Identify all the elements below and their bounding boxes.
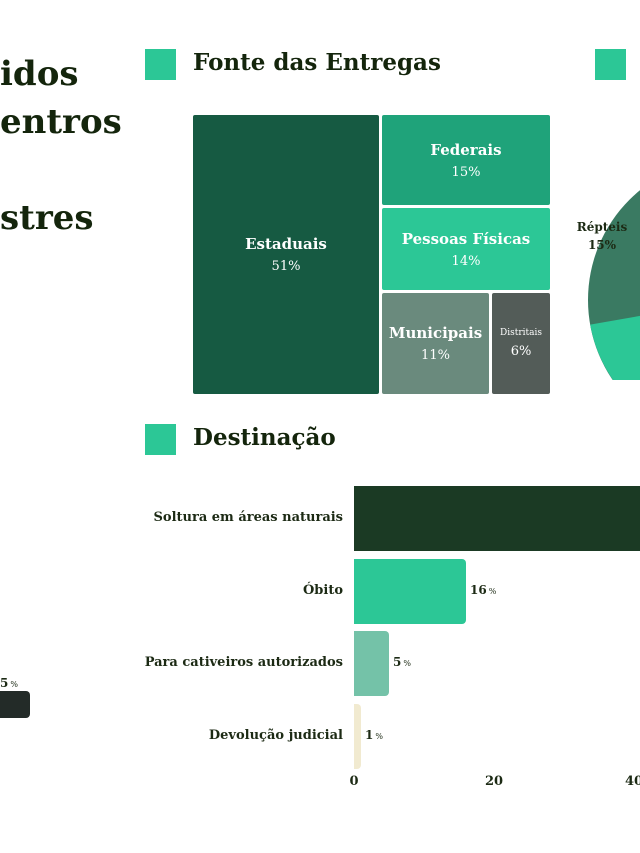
treemap-cell: Pessoas Físicas 14% <box>382 208 550 290</box>
page-title-line-4: stres <box>0 198 94 238</box>
bar-category-label: Para cativeiros autorizados <box>144 654 343 670</box>
x-tick-label: 0 <box>349 774 359 789</box>
page-title-line-2: entros <box>0 102 122 142</box>
treemap-label: Estaduais <box>245 235 327 253</box>
left-chart-value: 5% <box>0 676 18 690</box>
pie-value: 15% <box>587 238 617 252</box>
treemap-label: Federais <box>430 140 502 159</box>
treemap-cell: Federais 15% <box>382 115 550 205</box>
x-tick-label: 20 <box>484 774 504 789</box>
section-title-fonte: Fonte das Entregas <box>193 49 441 76</box>
section-title-destinacao: Destinação <box>193 424 336 451</box>
section-marker <box>145 424 176 455</box>
bar <box>354 704 361 769</box>
bar-category-label: Óbito <box>302 582 343 598</box>
bar <box>354 559 466 624</box>
treemap-value: 15% <box>451 164 481 180</box>
x-tick-label: 40 <box>624 774 640 789</box>
treemap-value: 14% <box>451 253 481 269</box>
bar <box>354 631 389 696</box>
pie-label: Répteis <box>576 220 628 234</box>
page-title-line-1: idos <box>0 54 79 94</box>
left-chart-bar <box>0 691 30 718</box>
treemap-cell: Estaduais 51% <box>193 115 379 394</box>
treemap-cell: Distritais 6% <box>492 293 550 394</box>
bar-category-label: Devolução judicial <box>208 727 343 743</box>
bar-value-label: 5% <box>393 654 411 669</box>
section-marker <box>145 49 176 80</box>
pie-chart <box>588 190 640 380</box>
bar-value-label: 1% <box>365 727 383 742</box>
treemap-label: Distritais <box>500 328 542 338</box>
treemap-value: 6% <box>510 344 532 359</box>
bar <box>354 486 640 551</box>
treemap-value: 11% <box>421 348 450 363</box>
section-marker <box>595 49 626 80</box>
pie-slice-repteis <box>590 300 640 380</box>
treemap-label: Pessoas Físicas <box>401 229 531 248</box>
treemap-label: Municipais <box>388 324 483 342</box>
treemap-cell: Municipais 11% <box>382 293 489 394</box>
bar-category-label: Soltura em áreas naturais <box>153 509 343 525</box>
bar-value-label: 16% <box>470 582 497 597</box>
treemap-value: 51% <box>271 259 301 274</box>
